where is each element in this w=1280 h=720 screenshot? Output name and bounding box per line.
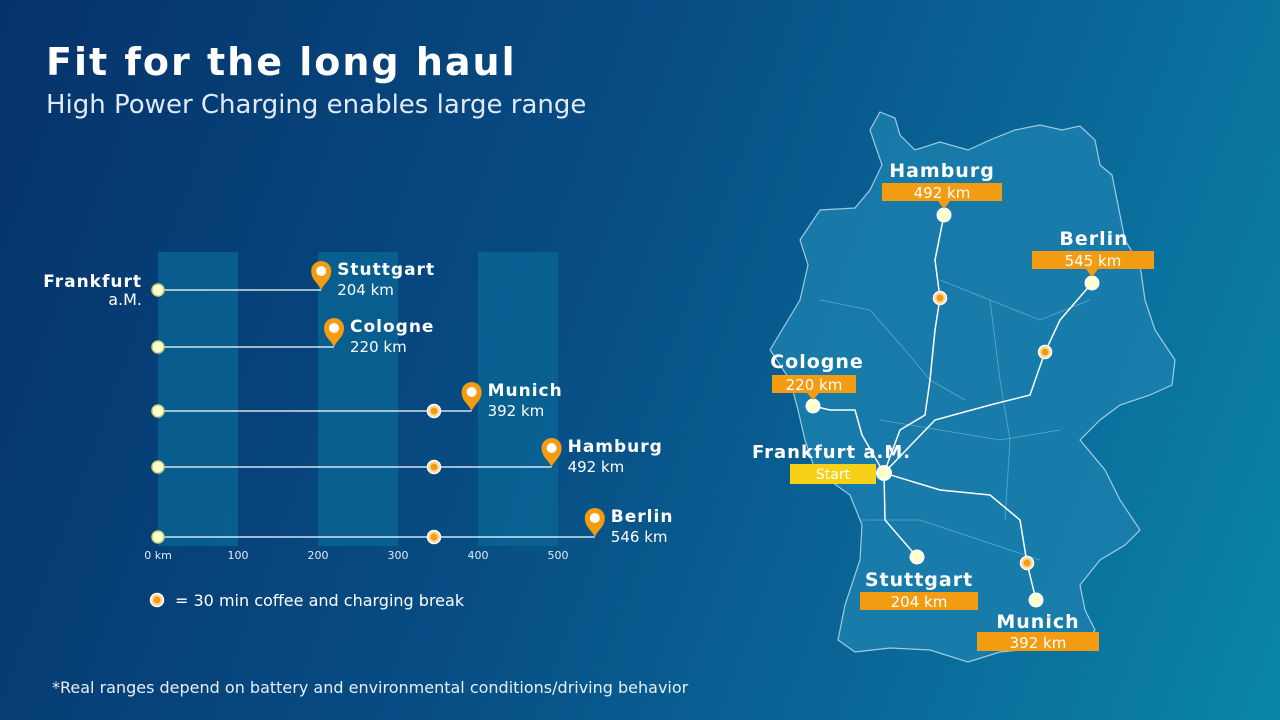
- destination-pin: [461, 382, 482, 411]
- pin-center: [329, 323, 339, 333]
- map-start-label-box: [790, 464, 876, 484]
- map-city-name: Cologne: [770, 351, 864, 373]
- destination-distance: 392 km: [488, 402, 545, 420]
- map-start-label: Start: [816, 467, 851, 483]
- x-tick-label: 500: [548, 549, 569, 562]
- map-city-name: Munich: [996, 611, 1079, 633]
- page-title: Fit for the long haul: [46, 40, 517, 84]
- map-city-label-box: [882, 183, 1002, 201]
- map-city-distance: 545 km: [1065, 252, 1122, 270]
- x-tick-label: 400: [468, 549, 489, 562]
- map-city-name: Hamburg: [889, 160, 995, 182]
- map-route: [883, 282, 1093, 474]
- x-tick-label: 300: [388, 549, 409, 562]
- destination-city: Hamburg: [568, 437, 663, 457]
- x-tick-label: 100: [228, 549, 249, 562]
- map-route: [883, 214, 945, 474]
- map-charging-break-dot: [936, 294, 944, 302]
- legend-text: = 30 min coffee and charging break: [175, 591, 465, 610]
- destination-city: Stuttgart: [337, 260, 435, 280]
- chart-band: [318, 252, 398, 546]
- footnote: *Real ranges depend on battery and envir…: [52, 678, 689, 697]
- x-tick-label: 0 km: [144, 549, 172, 562]
- origin-point: [151, 283, 165, 297]
- map-city-distance: 220 km: [786, 376, 843, 394]
- destination-distance: 220 km: [350, 338, 407, 356]
- destination-city: Cologne: [350, 317, 434, 337]
- legend-break-dot: [153, 596, 161, 604]
- map-charging-break-dot: [1041, 348, 1049, 356]
- map-city-point: [805, 398, 821, 414]
- map-start-point: [876, 465, 892, 481]
- map-city-label-box: [977, 632, 1099, 651]
- map-city-label-box: [772, 375, 856, 393]
- state-border: [860, 519, 1041, 561]
- pin-center: [546, 443, 557, 453]
- state-border: [819, 299, 966, 401]
- destination-pin: [324, 318, 344, 347]
- destination-distance: 492 km: [568, 458, 625, 476]
- destination-distance: 204 km: [337, 281, 394, 299]
- origin-point: [151, 530, 165, 544]
- destination-pin: [541, 438, 562, 467]
- destination-pin: [584, 508, 605, 537]
- state-border: [879, 419, 1061, 441]
- map-city-point: [1028, 592, 1044, 608]
- map-city-distance: 204 km: [891, 593, 948, 611]
- state-border: [939, 279, 1091, 321]
- origin-point: [151, 340, 165, 354]
- chart-band: [478, 252, 558, 546]
- origin-point: [151, 404, 165, 418]
- map-city-distance: 492 km: [914, 184, 971, 202]
- origin-point: [151, 460, 165, 474]
- page-subtitle: High Power Charging enables large range: [46, 90, 587, 120]
- destination-distance: 546 km: [611, 528, 668, 546]
- map-label-pointer: [938, 201, 950, 209]
- chart-band: [158, 252, 238, 546]
- map-city-point: [936, 207, 952, 223]
- map-start-city: Frankfurt a.M.: [752, 442, 911, 463]
- origin-label-sub: a.M.: [108, 290, 142, 309]
- destination-pin: [311, 261, 332, 290]
- pin-center: [316, 266, 327, 276]
- map-city-label-box: [1032, 251, 1154, 269]
- charging-break-dot: [430, 533, 438, 541]
- map-route: [883, 472, 918, 558]
- map-city-name: Berlin: [1059, 228, 1128, 250]
- map-city-label-box: [860, 592, 978, 610]
- destination-city: Munich: [488, 381, 563, 401]
- charging-break-dot: [430, 407, 438, 415]
- map-city-point: [1084, 275, 1100, 291]
- map-label-pointer: [1086, 269, 1098, 277]
- map-city-name: Stuttgart: [865, 569, 973, 591]
- map-city-distance: 392 km: [1010, 634, 1067, 652]
- map-route: [812, 405, 885, 474]
- x-tick-label: 200: [308, 549, 329, 562]
- origin-label: Frankfurt: [43, 272, 142, 292]
- state-border: [989, 299, 1011, 521]
- map-charging-break-dot: [1023, 559, 1031, 567]
- charging-break-dot: [430, 463, 438, 471]
- pin-center: [589, 513, 600, 523]
- map-city-point: [909, 549, 925, 565]
- pin-center: [466, 387, 477, 397]
- destination-city: Berlin: [611, 507, 674, 527]
- map-label-pointer: [807, 393, 819, 400]
